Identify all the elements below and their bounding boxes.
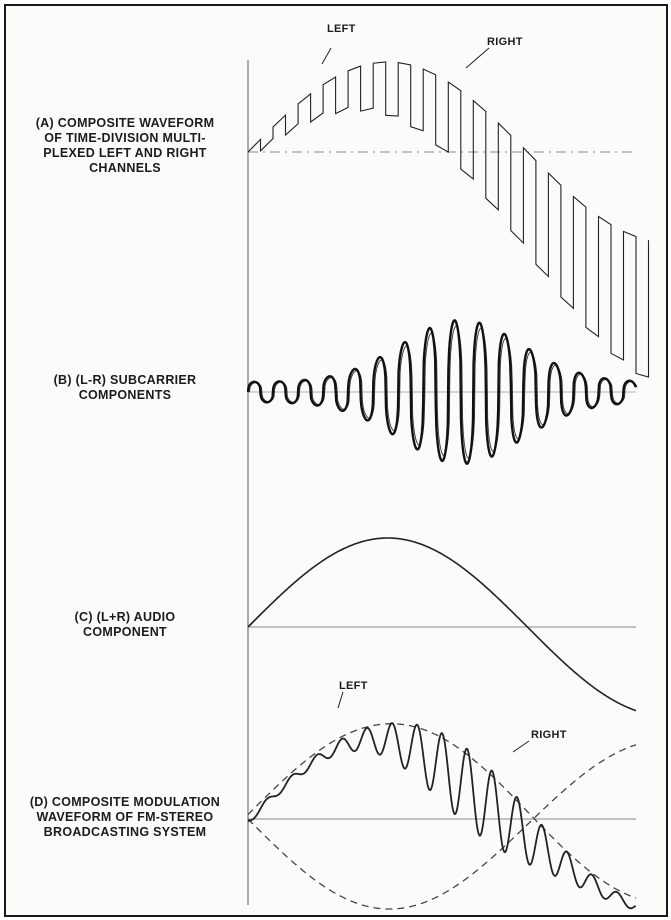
panel-b-label: (B) (L-R) SUBCARRIER COMPONENTS — [8, 373, 242, 403]
panel-d-right-callout: RIGHT — [531, 729, 567, 741]
panel-a-right-callout: RIGHT — [487, 36, 523, 48]
panel-a-right-leader — [465, 47, 490, 69]
panel-d-label-line: (D) COMPOSITE MODULATION — [29, 795, 221, 809]
panel-d-upper-envelope — [247, 723, 637, 899]
panel-b-waveform — [246, 319, 638, 465]
panel-d-left-leader — [337, 691, 344, 709]
panel-d-trace — [247, 722, 637, 910]
panel-c-waveform — [247, 537, 637, 712]
panel-d-lower-envelope — [247, 744, 637, 910]
panel-a-left-leader — [321, 47, 332, 65]
figure-frame — [4, 4, 668, 917]
panel-a-label-line: PLEXED LEFT AND RIGHT — [43, 146, 207, 160]
panel-a-waveform — [247, 47, 650, 378]
panel-a-trace — [247, 61, 650, 378]
panel-c-trace — [247, 537, 637, 712]
panel-a-label: (A) COMPOSITE WAVEFORM OF TIME-DIVISION … — [8, 116, 242, 176]
panel-a-label-line: (A) COMPOSITE WAVEFORM — [35, 116, 215, 130]
panel-d-label-line: BROADCASTING SYSTEM — [43, 825, 207, 839]
panel-d-left-callout: LEFT — [339, 680, 368, 692]
panel-a-label-line: OF TIME-DIVISION MULTI- — [44, 131, 206, 145]
panel-b-label-line: (B) (L-R) SUBCARRIER — [53, 373, 197, 387]
panel-d-right-leader — [512, 740, 530, 753]
panel-c-label-line: (C) (L+R) AUDIO — [74, 610, 176, 624]
panel-d-waveform — [247, 691, 637, 910]
panel-b-label-line: COMPONENTS — [78, 388, 172, 402]
panel-c-label: (C) (L+R) AUDIO COMPONENT — [8, 610, 242, 640]
panel-d-label: (D) COMPOSITE MODULATION WAVEFORM OF FM-… — [8, 795, 242, 840]
panel-a-label-line: CHANNELS — [89, 161, 161, 175]
panel-d-label-line: WAVEFORM OF FM-STEREO — [36, 810, 214, 824]
panel-c-label-line: COMPONENT — [83, 625, 167, 639]
panel-b-trace — [246, 319, 637, 465]
panel-a-left-callout: LEFT — [327, 23, 356, 35]
